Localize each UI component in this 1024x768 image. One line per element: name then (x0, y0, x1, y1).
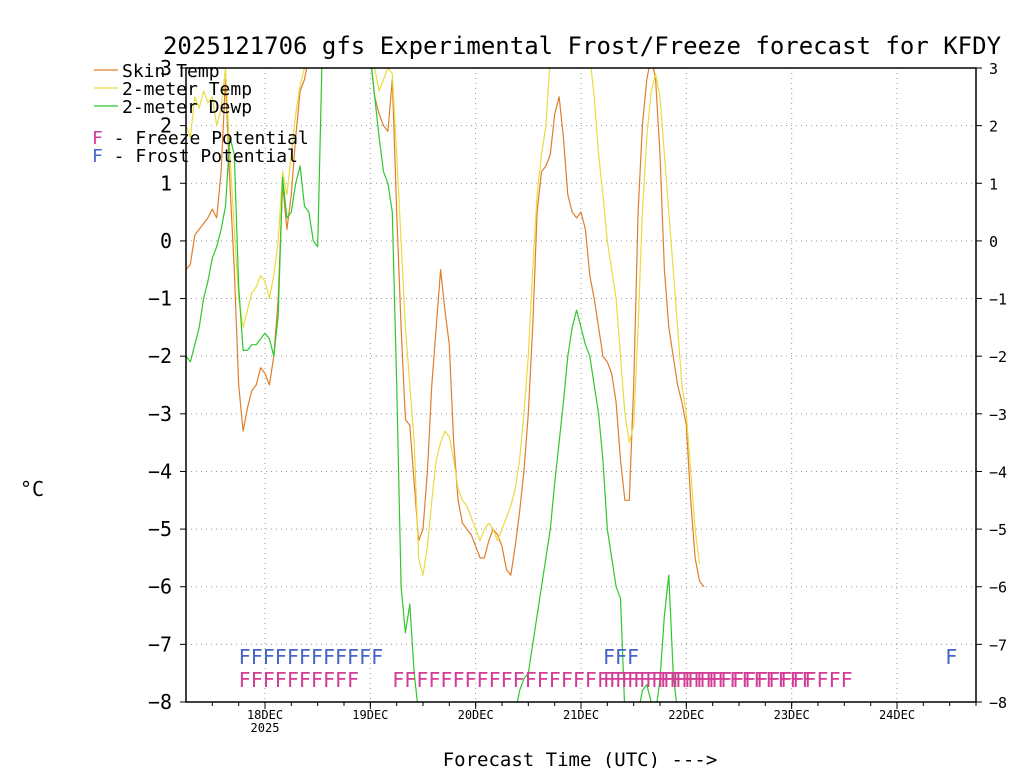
series-line-skin-temp (186, 68, 705, 588)
x-tick-label: 23DEC (774, 708, 810, 722)
y-tick-label-right: −2 (989, 348, 1007, 366)
series-line-2-meter-temp (186, 68, 701, 576)
y-tick-label-right: −6 (989, 579, 1007, 597)
frost-potential-marks: F (945, 645, 957, 669)
x-tick-label: 19DEC (352, 708, 388, 722)
y-tick-label-left: −5 (148, 517, 172, 541)
freeze-potential-marks: FFFFFFFFFF (239, 668, 359, 692)
x-tick-label: 21DEC (563, 708, 599, 722)
y-tick-label-left: −3 (148, 402, 172, 426)
legend-entry: Skin Temp (122, 61, 220, 82)
y-tick-label-left: −7 (148, 632, 172, 656)
y-tick-label-left: −1 (148, 287, 172, 311)
y-tick-label-left: −6 (148, 575, 172, 599)
chart-title: 2025121706 gfs Experimental Frost/Freeze… (163, 32, 1002, 60)
y-axis-label: °C (20, 477, 44, 501)
x-tick-label: 18DEC (247, 708, 283, 722)
freeze-potential-marks: FFFFFFFFFFFFFFFF (660, 668, 853, 692)
y-axis-ticks: 3 3 2 2 1 1 0 0 −1 −1 −2 −2 −3 −3 −4 −4 −5 −5 −6 −6 −7 −7 −8 −8 (148, 56, 1007, 714)
y-tick-label-right: −5 (989, 521, 1007, 539)
y-tick-label-right: −1 (989, 291, 1007, 309)
x-tick-label: 20DEC (458, 708, 494, 722)
legend-entry: 2-meter Dewp (122, 97, 252, 118)
y-tick-label-right: 0 (989, 233, 998, 251)
x-tick-label: 24DEC (879, 708, 915, 722)
y-tick-label-right: −7 (989, 636, 1007, 654)
y-tick-label-right: −8 (989, 694, 1007, 712)
y-tick-label-right: 3 (989, 60, 998, 78)
legend-entry: 2-meter Temp (122, 79, 252, 100)
x-axis-label: Forecast Time (UTC) ---> (443, 749, 718, 768)
marker-legend-entry: F - Freeze Potential (92, 128, 309, 149)
marker-layer: FFFFFFFFFFFF FFF FFFFFFFFFFF FFFFFFFFFFFFFF… (239, 645, 958, 692)
series-line-2-meter-dewp (186, 68, 677, 702)
y-tick-label-right: 2 (989, 118, 998, 136)
y-tick-label-left: 2 (160, 114, 172, 138)
frost-potential-marks: FFF (603, 645, 639, 669)
freeze-potential-marks: FFFFFFFFFF (603, 668, 723, 692)
y-tick-label-left: −4 (148, 459, 172, 483)
y-tick-label-left: −2 (148, 344, 172, 368)
x-tick-sublabel: 2025 (251, 721, 280, 735)
series-layer (186, 68, 705, 702)
y-tick-label-left: 3 (160, 56, 172, 80)
y-tick-label-left: 0 (160, 229, 172, 253)
freeze-potential-marks: FFFFFFFFFFFFFFFFFFFFFFFFFFFFFFFFFFF (392, 668, 813, 692)
y-tick-label-left: −8 (148, 690, 172, 714)
x-tick-label: 22DEC (668, 708, 704, 722)
frost-potential-marks: FFFFFFFFFFFF (239, 645, 384, 669)
marker-legend-entry: F - Frost Potential (92, 146, 298, 167)
y-tick-label-right: −3 (989, 406, 1007, 424)
y-tick-label-right: 1 (989, 175, 998, 193)
y-tick-label-left: 1 (160, 171, 172, 195)
y-tick-label-right: −4 (989, 463, 1007, 481)
